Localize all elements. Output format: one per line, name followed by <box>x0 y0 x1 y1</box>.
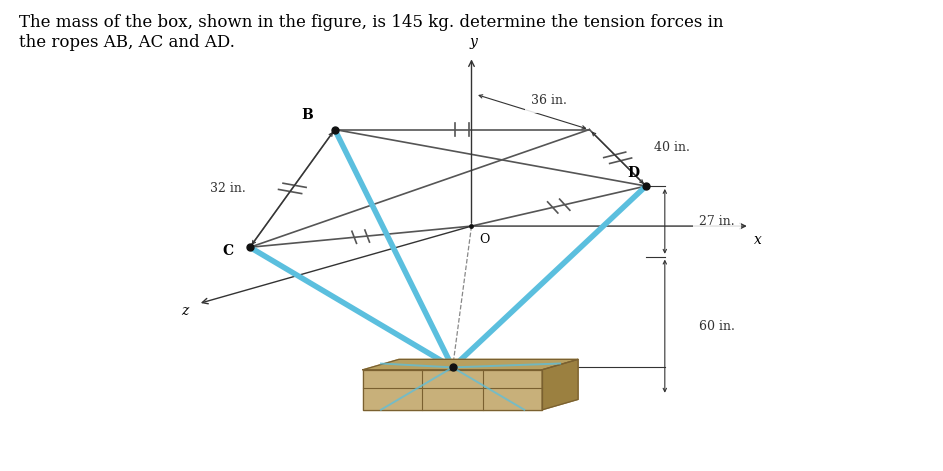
Text: The mass of the box, shown in the figure, is 145 kg. determine the tension force: The mass of the box, shown in the figure… <box>19 14 723 51</box>
Polygon shape <box>363 359 578 370</box>
Text: x: x <box>754 233 762 247</box>
Text: y: y <box>470 35 477 49</box>
Text: 40 in.: 40 in. <box>654 141 690 154</box>
Text: 60 in.: 60 in. <box>699 320 735 333</box>
Text: D: D <box>627 166 639 180</box>
Text: C: C <box>223 244 234 258</box>
Text: 27 in.: 27 in. <box>699 215 735 228</box>
Text: B: B <box>302 107 313 122</box>
Text: A: A <box>426 367 437 382</box>
Text: 32 in.: 32 in. <box>210 182 246 195</box>
Polygon shape <box>363 370 542 410</box>
Polygon shape <box>542 359 578 410</box>
Text: O: O <box>479 233 489 246</box>
Text: z: z <box>181 304 189 318</box>
Text: 36 in.: 36 in. <box>531 94 568 106</box>
